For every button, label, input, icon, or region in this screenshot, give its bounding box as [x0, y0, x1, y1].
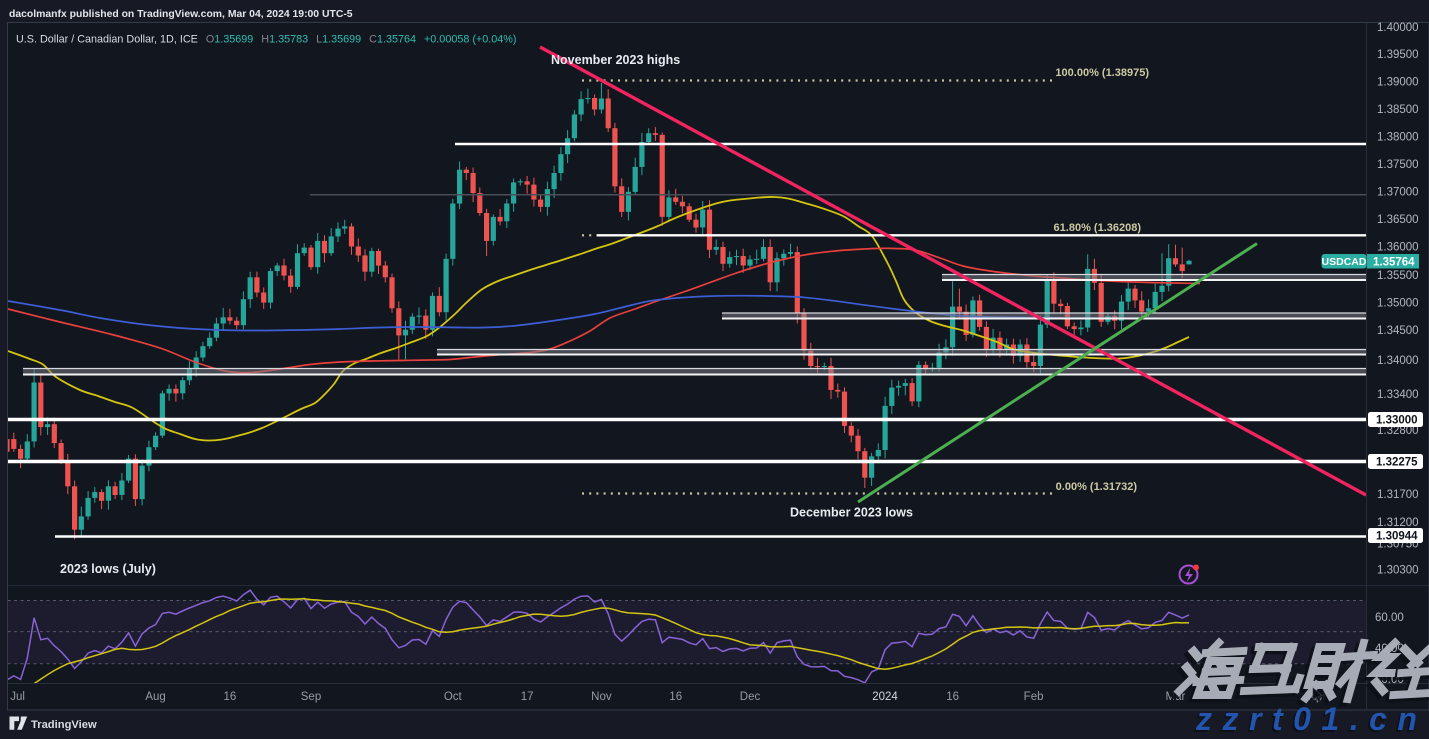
- svg-text:2023 lows (July): 2023 lows (July): [60, 562, 156, 576]
- svg-text:December 2023 lows: December 2023 lows: [790, 506, 913, 520]
- svg-text:Jul: Jul: [10, 691, 25, 703]
- svg-text:USDCAD: USDCAD: [1322, 256, 1367, 268]
- svg-text:16: 16: [669, 691, 682, 703]
- svg-text:100.00% (1.38975): 100.00% (1.38975): [1055, 67, 1149, 79]
- svg-text:Sep: Sep: [301, 691, 321, 703]
- svg-text:Aug: Aug: [145, 691, 165, 703]
- svg-text:0.00% (1.31732): 0.00% (1.31732): [1056, 481, 1138, 493]
- svg-text:November 2023 highs: November 2023 highs: [551, 53, 680, 67]
- svg-text:1.35764: 1.35764: [1373, 256, 1415, 268]
- svg-text:U.S. Dollar / Canadian Dollar,: U.S. Dollar / Canadian Dollar, 1D, ICE O1…: [16, 34, 516, 46]
- svg-text:1.34000: 1.34000: [1377, 355, 1419, 367]
- svg-text:1.37500: 1.37500: [1377, 159, 1419, 171]
- svg-text:Feb: Feb: [1024, 691, 1044, 703]
- svg-text:TradingView: TradingView: [31, 719, 97, 731]
- svg-text:1.32800: 1.32800: [1377, 425, 1419, 437]
- svg-text:16: 16: [946, 691, 959, 703]
- svg-text:dacolmanfx published on Tradin: dacolmanfx published on TradingView.com,…: [9, 9, 353, 20]
- svg-text:1.33400: 1.33400: [1377, 389, 1419, 401]
- svg-text:1.35500: 1.35500: [1377, 270, 1419, 282]
- svg-text:1.38000: 1.38000: [1377, 132, 1419, 144]
- svg-text:1.33000: 1.33000: [1376, 415, 1418, 427]
- svg-text:1.36500: 1.36500: [1377, 214, 1419, 226]
- svg-text:1.31200: 1.31200: [1377, 517, 1419, 529]
- svg-text:1.39500: 1.39500: [1377, 49, 1419, 61]
- svg-text:60.00: 60.00: [1375, 612, 1404, 624]
- svg-text:1.40000: 1.40000: [1377, 22, 1419, 34]
- svg-text:Oct: Oct: [444, 691, 463, 703]
- svg-text:1.34500: 1.34500: [1377, 325, 1419, 337]
- svg-text:zzrt01.cn: zzrt01.cn: [1193, 703, 1425, 739]
- svg-text:17: 17: [521, 691, 534, 703]
- svg-text:16: 16: [224, 691, 237, 703]
- svg-text:Nov: Nov: [591, 691, 612, 703]
- svg-text:1.39000: 1.39000: [1377, 77, 1419, 89]
- svg-text:1.31700: 1.31700: [1377, 489, 1419, 501]
- svg-text:1.35000: 1.35000: [1377, 298, 1419, 310]
- svg-text:1.37000: 1.37000: [1377, 187, 1419, 199]
- svg-text:1.38500: 1.38500: [1377, 104, 1419, 116]
- svg-text:61.80% (1.36208): 61.80% (1.36208): [1054, 222, 1142, 234]
- svg-text:zzrt01.cn: zzrt01.cn: [1195, 701, 1427, 737]
- svg-text:1.30944: 1.30944: [1376, 531, 1418, 543]
- svg-text:1.36000: 1.36000: [1377, 242, 1419, 254]
- svg-text:1.30300: 1.30300: [1377, 565, 1419, 577]
- svg-text:1.32275: 1.32275: [1376, 457, 1418, 469]
- svg-text:Dec: Dec: [740, 691, 761, 703]
- svg-text:2024: 2024: [872, 691, 898, 703]
